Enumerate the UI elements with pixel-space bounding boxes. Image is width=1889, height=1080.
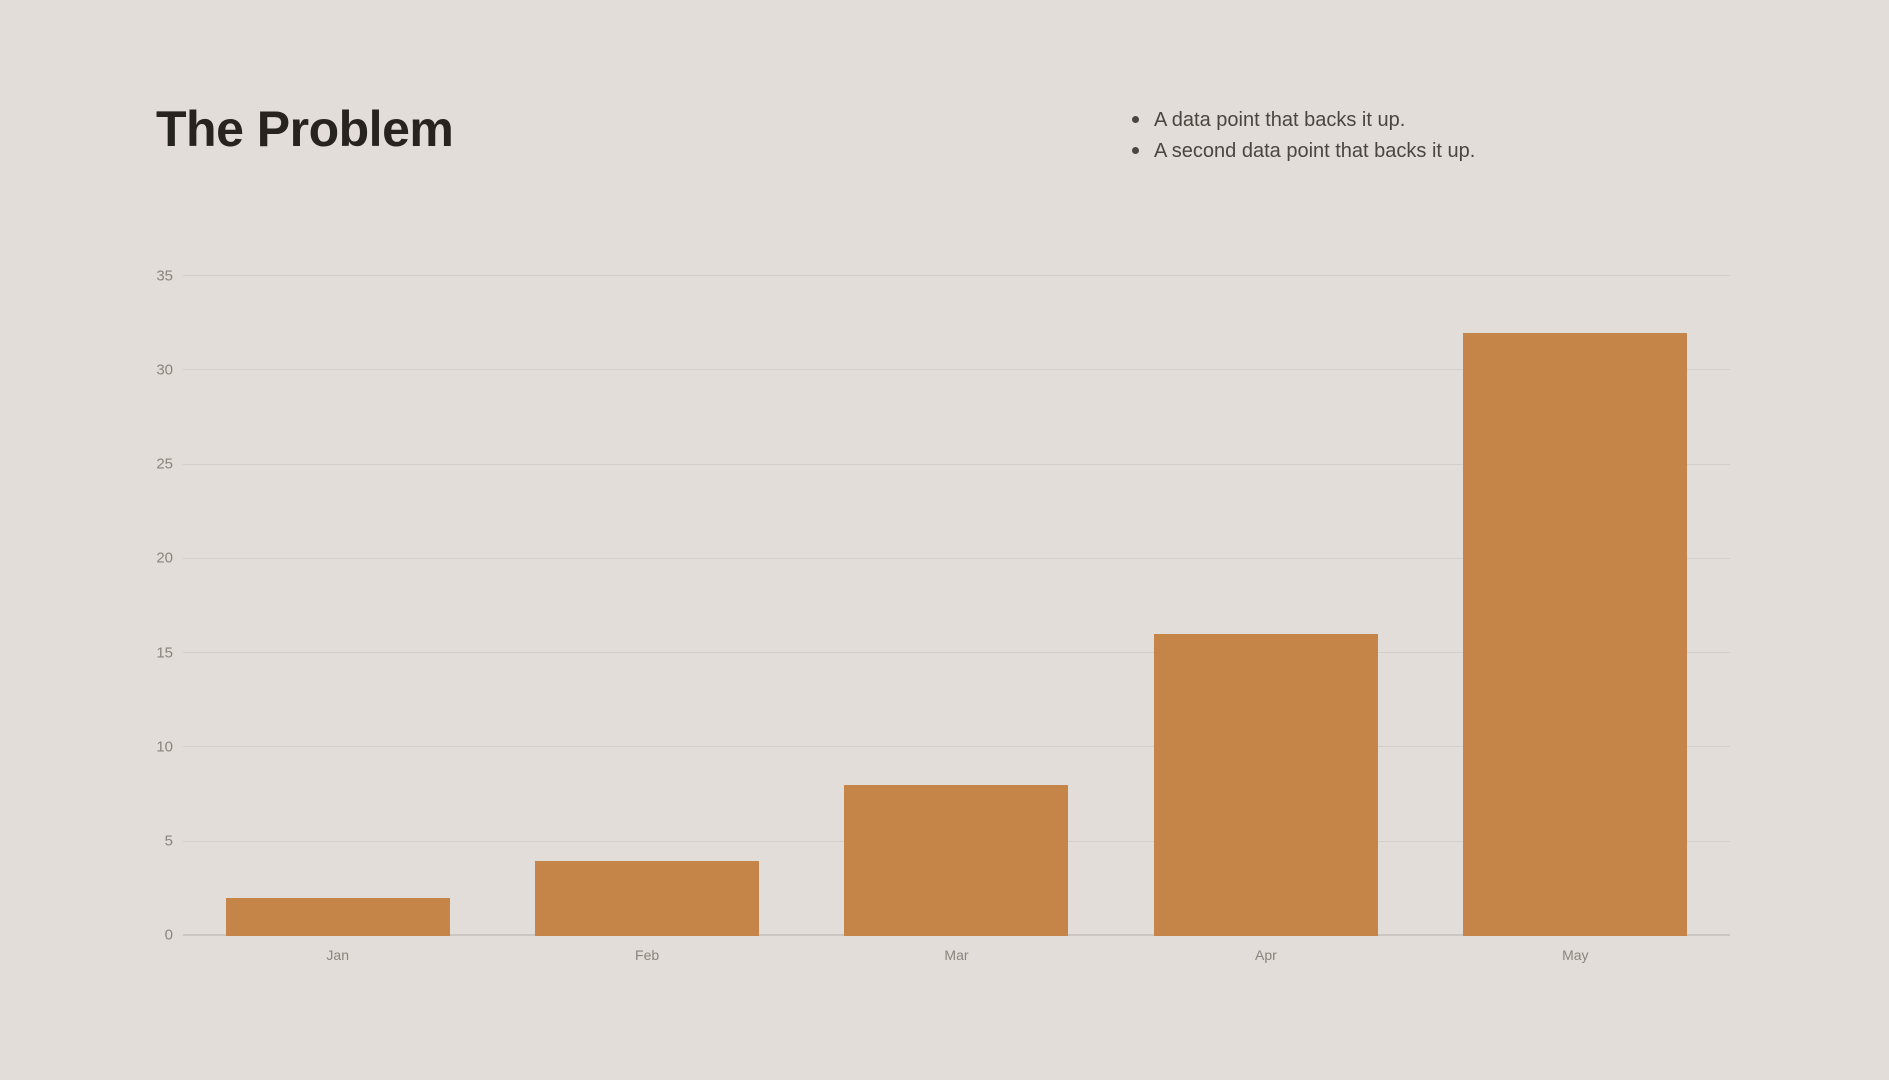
bar-jan: [225, 898, 450, 936]
x-axis-tick-label: May: [1562, 947, 1589, 963]
gridline: 10: [156, 738, 1730, 755]
y-axis-tick-label: 0: [164, 926, 173, 944]
y-axis-tick-label: 35: [156, 267, 173, 284]
bar-feb: [535, 860, 760, 936]
gridline: 25: [156, 456, 1730, 473]
bar-may: [1463, 332, 1688, 936]
bar-mar: [844, 785, 1069, 936]
y-axis-tick-label: 30: [156, 361, 173, 379]
x-axis-tick-label: Mar: [944, 947, 969, 963]
gridline: 20: [156, 550, 1730, 567]
x-axis-tick-label: Jan: [326, 947, 349, 963]
gridline: 35: [156, 267, 1730, 284]
y-axis-tick-label: 20: [156, 549, 173, 567]
bullet-item: A data point that backs it up.: [1130, 108, 1475, 132]
bar-apr: [1153, 634, 1378, 936]
x-axis-tick-label: Apr: [1254, 947, 1277, 963]
bullet-list: A data point that backs it up. A second d…: [1130, 108, 1475, 170]
gridline: 30: [156, 361, 1730, 378]
bullet-item: A second data point that backs it up.: [1130, 139, 1475, 163]
bar-chart: 0 5 10 15 20 25 30 35 Jan Feb Mar Apr May: [156, 267, 1730, 963]
slide-title: The Problem: [156, 101, 454, 157]
y-axis-tick-label: 10: [156, 738, 173, 756]
y-axis-tick-label: 25: [156, 455, 173, 473]
x-axis-tick-label: Feb: [635, 947, 660, 963]
y-axis-tick-label: 15: [156, 644, 173, 662]
y-axis-tick-label: 5: [164, 832, 173, 850]
gridline: 15: [156, 644, 1730, 661]
